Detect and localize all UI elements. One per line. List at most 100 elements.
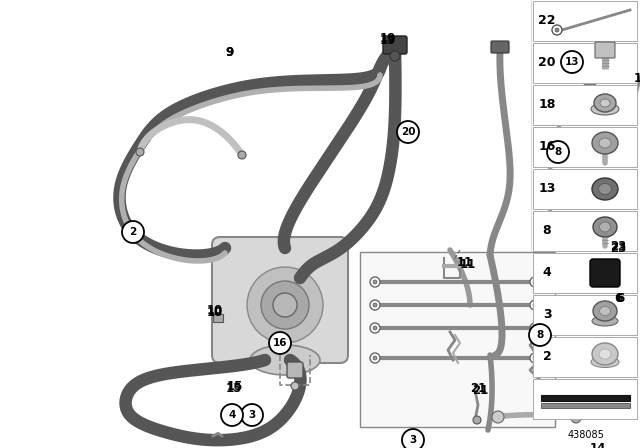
Circle shape [373,356,377,360]
Circle shape [530,353,540,363]
Ellipse shape [594,94,616,112]
Circle shape [370,277,380,287]
Text: 21: 21 [472,383,488,396]
Text: 15: 15 [226,382,242,395]
Text: 6: 6 [616,292,624,305]
Text: 3: 3 [248,410,255,420]
Ellipse shape [600,222,611,232]
Circle shape [561,51,583,73]
Circle shape [373,280,377,284]
Text: 9: 9 [226,46,234,59]
FancyBboxPatch shape [533,43,637,83]
Text: 12: 12 [634,72,640,85]
Circle shape [273,293,297,317]
Text: 3: 3 [543,309,551,322]
Circle shape [554,112,566,124]
Circle shape [370,323,380,333]
Text: 18: 18 [538,99,556,112]
Circle shape [397,121,419,143]
Text: 2: 2 [543,350,552,363]
Circle shape [291,382,299,390]
FancyBboxPatch shape [533,253,637,293]
Text: 3: 3 [410,435,417,445]
Circle shape [547,141,569,163]
FancyBboxPatch shape [212,237,348,363]
Text: 16: 16 [538,141,556,154]
Text: 11: 11 [460,258,476,271]
Text: 20: 20 [401,127,415,137]
Circle shape [529,324,551,346]
Ellipse shape [600,99,610,107]
Text: 15: 15 [227,380,243,393]
Ellipse shape [592,343,618,365]
FancyBboxPatch shape [533,169,637,209]
FancyBboxPatch shape [533,295,637,335]
Text: 8: 8 [543,224,551,237]
FancyBboxPatch shape [383,36,407,54]
FancyBboxPatch shape [213,314,223,322]
Ellipse shape [593,301,617,321]
Text: 8: 8 [536,330,543,340]
Circle shape [241,404,263,426]
FancyBboxPatch shape [541,403,630,408]
Circle shape [238,151,246,159]
Text: 20: 20 [538,56,556,69]
Text: 19: 19 [380,34,396,47]
Circle shape [492,411,504,423]
Text: 9: 9 [226,46,234,59]
Circle shape [402,429,424,448]
FancyBboxPatch shape [590,259,620,287]
FancyBboxPatch shape [533,379,637,419]
Text: 16: 16 [273,338,287,348]
Circle shape [370,353,380,363]
Circle shape [373,303,377,307]
Text: 8: 8 [554,147,562,157]
Circle shape [373,326,377,330]
FancyBboxPatch shape [533,211,637,251]
Circle shape [533,326,537,330]
Ellipse shape [599,138,611,148]
Ellipse shape [593,217,617,237]
Circle shape [552,25,562,35]
Text: 10: 10 [207,306,223,319]
Text: 22: 22 [538,14,556,27]
Circle shape [390,51,400,61]
FancyBboxPatch shape [491,41,509,53]
Text: 14: 14 [590,441,606,448]
Text: 2: 2 [129,227,136,237]
Ellipse shape [250,345,320,375]
Circle shape [261,281,309,329]
Ellipse shape [592,178,618,200]
Text: 23: 23 [610,241,626,254]
Text: 13: 13 [538,182,556,195]
Circle shape [136,148,144,156]
FancyBboxPatch shape [533,127,637,167]
Text: 10: 10 [207,303,223,316]
Ellipse shape [591,357,619,367]
FancyBboxPatch shape [533,85,637,125]
Circle shape [530,323,540,333]
FancyBboxPatch shape [360,252,555,427]
FancyBboxPatch shape [287,362,303,378]
Circle shape [370,300,380,310]
Ellipse shape [592,132,618,154]
Circle shape [221,404,243,426]
Text: 4: 4 [543,267,552,280]
Circle shape [533,303,537,307]
Circle shape [269,332,291,354]
Text: 13: 13 [564,57,579,67]
Circle shape [530,277,540,287]
Circle shape [473,416,481,424]
Ellipse shape [592,316,618,326]
Ellipse shape [600,306,611,315]
Text: 6: 6 [614,292,622,305]
Circle shape [571,413,581,423]
Ellipse shape [591,103,619,115]
Circle shape [533,356,537,360]
Text: 19: 19 [380,31,396,44]
Circle shape [555,28,559,32]
Circle shape [533,280,537,284]
Ellipse shape [598,184,611,194]
Text: 4: 4 [228,410,236,420]
Text: 11: 11 [457,255,473,268]
